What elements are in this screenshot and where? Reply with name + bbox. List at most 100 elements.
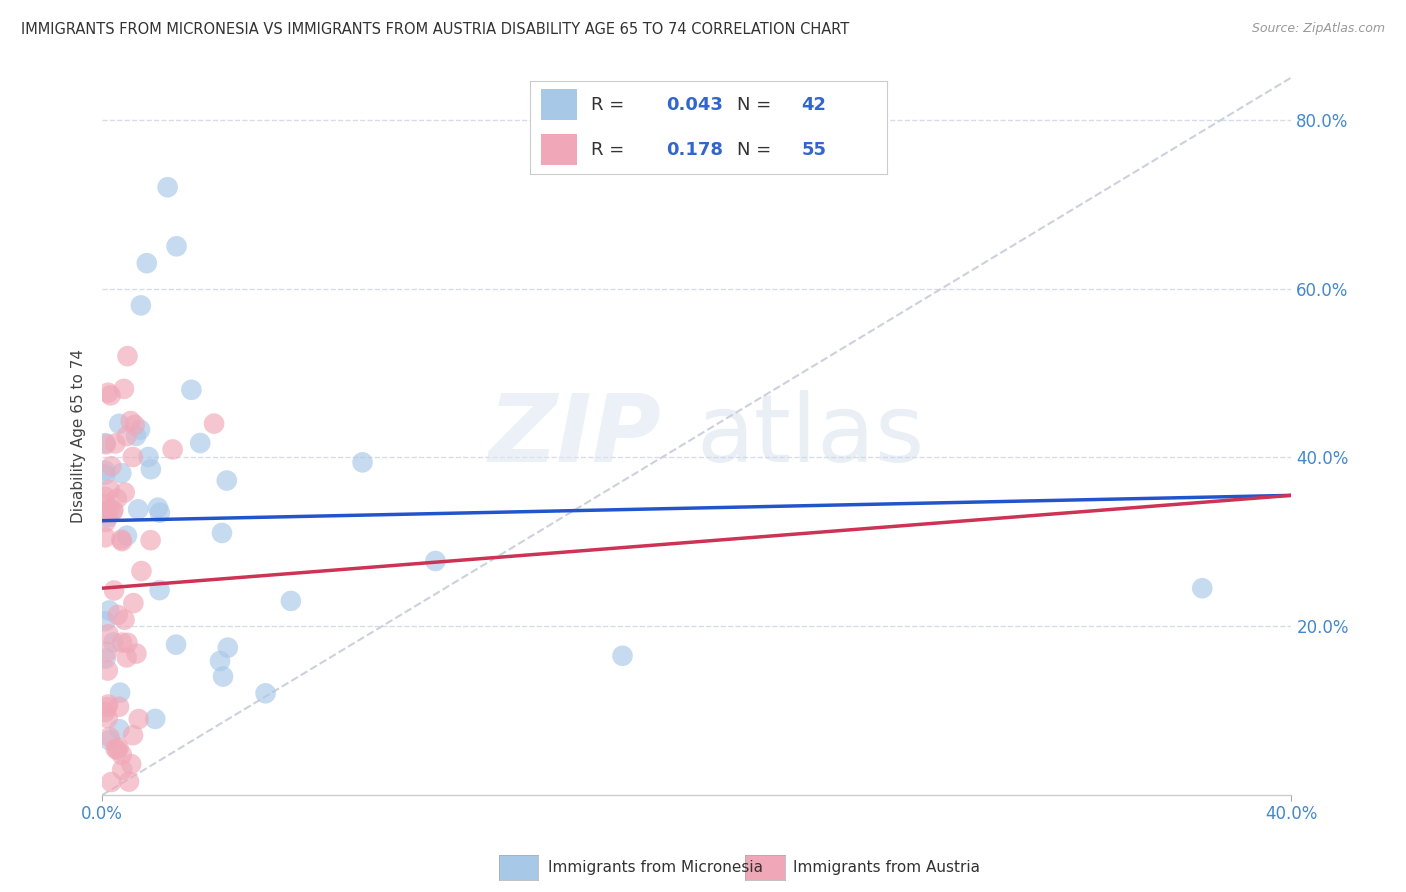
Point [612, 648, 634, 663]
Text: Immigrants from Austria: Immigrants from Austria [793, 860, 980, 874]
Point [98, 730, 121, 744]
Point [108, 685, 131, 699]
Point [105, 743, 128, 757]
Point [280, 594, 302, 608]
Point [211, 525, 233, 540]
Text: atlas: atlas [697, 391, 925, 483]
Point [188, 436, 211, 450]
Point [94, 651, 117, 665]
Point [115, 528, 138, 542]
Point [97, 664, 120, 678]
Point [112, 382, 135, 396]
Point [129, 423, 152, 437]
Point [125, 647, 148, 661]
Point [180, 383, 202, 397]
Point [117, 636, 139, 650]
Point [94, 614, 117, 628]
Point [111, 747, 134, 762]
Point [108, 699, 131, 714]
Point [94, 505, 117, 519]
Point [103, 635, 125, 649]
Point [148, 583, 170, 598]
Point [94, 506, 117, 520]
Text: Source: ZipAtlas.com: Source: ZipAtlas.com [1251, 22, 1385, 36]
Point [138, 450, 160, 464]
Point [146, 500, 169, 515]
Point [352, 455, 374, 469]
Point [202, 417, 225, 431]
Text: ZIP: ZIP [488, 391, 661, 483]
Point [94, 515, 117, 529]
Point [94, 436, 117, 450]
Point [217, 640, 239, 655]
Point [100, 388, 122, 402]
Point [104, 741, 127, 756]
Point [94, 530, 117, 544]
Point [111, 635, 134, 649]
Point [122, 596, 145, 610]
Point [129, 298, 152, 312]
Point [107, 607, 129, 622]
Point [115, 650, 138, 665]
Point [149, 506, 172, 520]
Point [425, 554, 447, 568]
Point [94, 705, 117, 719]
Point [94, 490, 117, 504]
Point [98, 603, 121, 617]
Point [98, 733, 121, 747]
Point [96, 700, 118, 714]
Text: Immigrants from Micronesia: Immigrants from Micronesia [548, 860, 763, 874]
Point [105, 491, 128, 506]
Point [114, 485, 136, 500]
Point [127, 502, 149, 516]
Point [125, 429, 148, 443]
Point [96, 645, 118, 659]
Point [94, 437, 117, 451]
Point [139, 462, 162, 476]
Point [108, 417, 131, 431]
Point [108, 723, 131, 737]
Point [121, 450, 143, 464]
Point [215, 474, 238, 488]
Point [104, 436, 127, 450]
Point [103, 503, 125, 517]
Point [98, 501, 121, 516]
Point [100, 459, 122, 474]
Point [110, 533, 132, 547]
Point [254, 686, 277, 700]
Point [156, 180, 179, 194]
Point [1191, 581, 1213, 595]
Point [97, 627, 120, 641]
Point [100, 775, 122, 789]
Point [208, 654, 231, 668]
Point [101, 504, 124, 518]
Point [162, 442, 184, 457]
Point [114, 613, 136, 627]
Point [212, 669, 235, 683]
Point [117, 349, 139, 363]
Point [166, 239, 188, 253]
Text: IMMIGRANTS FROM MICRONESIA VS IMMIGRANTS FROM AUSTRIA DISABILITY AGE 65 TO 74 CO: IMMIGRANTS FROM MICRONESIA VS IMMIGRANTS… [21, 22, 849, 37]
Point [111, 534, 134, 549]
Point [115, 429, 138, 443]
Point [97, 510, 120, 524]
Point [131, 564, 153, 578]
Point [128, 712, 150, 726]
Point [110, 466, 132, 480]
Point [94, 497, 117, 511]
Point [122, 728, 145, 742]
Point [165, 638, 187, 652]
Point [120, 757, 142, 772]
Point [94, 464, 117, 478]
Point [111, 763, 134, 777]
Point [107, 741, 129, 756]
Point [124, 417, 146, 432]
Point [98, 483, 121, 497]
Point [120, 414, 142, 428]
Point [103, 583, 125, 598]
Point [97, 711, 120, 725]
Point [118, 774, 141, 789]
Point [143, 712, 166, 726]
Point [139, 533, 162, 548]
Point [94, 467, 117, 482]
